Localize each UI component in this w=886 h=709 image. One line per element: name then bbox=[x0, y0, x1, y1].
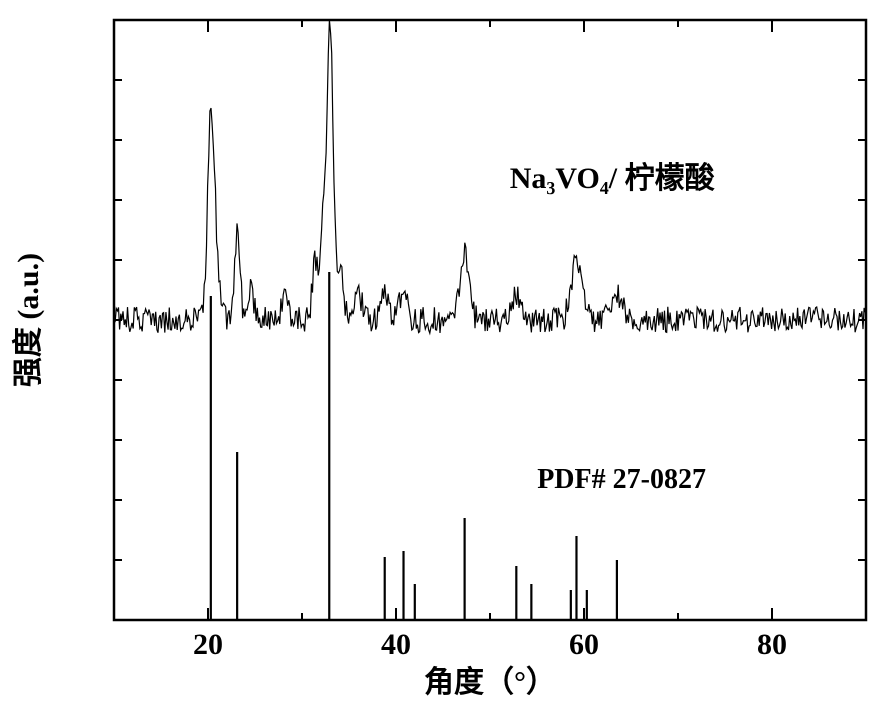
y-axis-label: 强度 (a.u.) bbox=[12, 253, 45, 387]
svg-text:80: 80 bbox=[757, 628, 787, 661]
xrd-trace bbox=[114, 20, 865, 333]
svg-text:Na₃VO₄/ 柠檬酸: Na₃VO₄/ 柠檬酸 bbox=[510, 162, 716, 195]
x-tick-labels: 20 40 60 80 bbox=[193, 628, 787, 661]
svg-text:PDF# 27-0827: PDF# 27-0827 bbox=[537, 464, 706, 495]
x-axis-label: 角度（°） bbox=[424, 665, 556, 699]
xrd-chart: 20 40 60 80 角度（°） 强度 (a.u.) Na₃VO₄/ 柠檬酸 PDF#… bbox=[0, 0, 886, 709]
svg-text:60: 60 bbox=[569, 628, 599, 661]
svg-text:40: 40 bbox=[381, 628, 411, 661]
svg-text:20: 20 bbox=[193, 628, 223, 661]
